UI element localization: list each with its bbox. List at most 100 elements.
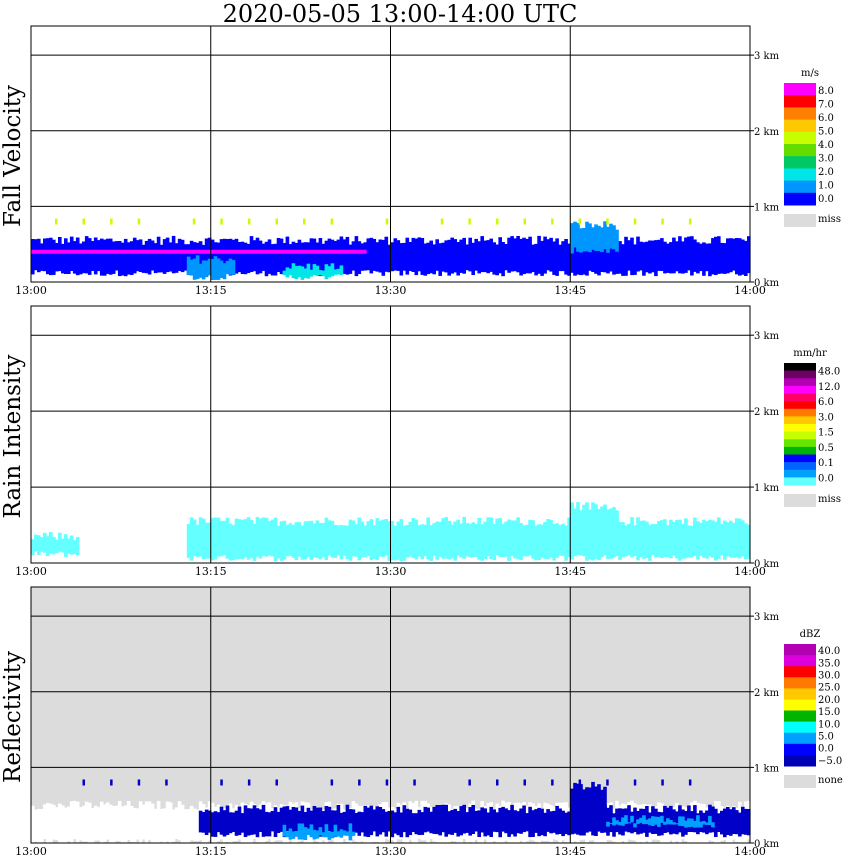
colorbar-swatch xyxy=(784,408,816,417)
time-tick-label: 13:45 xyxy=(554,565,586,578)
data-cell xyxy=(663,241,667,274)
time-tick-label: 13:45 xyxy=(554,284,586,297)
data-cell xyxy=(52,239,56,275)
data-cell xyxy=(639,520,643,558)
data-cell xyxy=(456,519,460,556)
data-cell xyxy=(516,236,520,273)
time-tick-label: 13:15 xyxy=(195,565,227,578)
data-cell xyxy=(249,808,254,835)
data-cell xyxy=(582,789,586,819)
data-cell xyxy=(630,237,634,276)
height-tick-label: 1 km xyxy=(754,483,780,494)
data-cell xyxy=(192,519,197,556)
colorbar-swatch xyxy=(784,644,816,656)
data-cell xyxy=(303,827,308,840)
colorbar-label: 1.0 xyxy=(818,181,834,192)
data-cell xyxy=(93,237,98,275)
data-cell xyxy=(144,240,149,274)
data-cell xyxy=(282,243,287,274)
data-cell xyxy=(225,260,230,275)
data-cell xyxy=(690,525,694,558)
data-cell xyxy=(612,817,616,826)
data-cell xyxy=(573,238,577,276)
time-tick-label: 13:00 xyxy=(15,845,47,858)
data-cell xyxy=(453,239,457,273)
data-cell xyxy=(243,519,248,558)
data-cell xyxy=(549,237,553,272)
data-cell xyxy=(594,504,598,532)
colorbar-unit: mm/hr xyxy=(793,348,827,359)
colorbar-label: 40.0 xyxy=(818,646,840,657)
data-cell xyxy=(462,804,466,834)
data-cell xyxy=(513,810,517,837)
data-cell xyxy=(363,806,368,837)
data-cell xyxy=(441,804,445,833)
data-cell xyxy=(393,525,398,561)
data-cell xyxy=(216,517,221,557)
data-cell xyxy=(624,525,628,557)
colorbar-label: 5.0 xyxy=(818,126,834,137)
data-cell xyxy=(336,239,341,275)
data-cell xyxy=(444,240,448,273)
data-cell xyxy=(408,809,413,836)
data-cell xyxy=(273,807,278,837)
data-cell xyxy=(31,239,35,275)
data-cell xyxy=(318,807,323,837)
data-cell xyxy=(723,808,727,838)
data-cell xyxy=(342,239,347,274)
data-cell xyxy=(699,821,703,828)
data-cell xyxy=(385,779,389,786)
data-cell xyxy=(234,518,239,560)
data-cell xyxy=(264,517,269,557)
colorbar-swatch xyxy=(784,180,816,194)
data-cell xyxy=(366,238,371,271)
data-cell xyxy=(591,244,595,272)
data-cell xyxy=(576,783,580,820)
data-cell xyxy=(696,242,700,274)
height-tick-label: 0 km xyxy=(754,559,780,570)
data-cell xyxy=(252,523,257,561)
data-cell xyxy=(162,239,167,274)
data-cell xyxy=(282,270,287,276)
data-cell xyxy=(198,810,203,833)
data-cell xyxy=(732,238,736,271)
data-cell xyxy=(405,525,410,558)
data-cell xyxy=(615,517,619,557)
data-cell xyxy=(246,517,251,560)
data-cell xyxy=(327,520,332,556)
colorbar-unit: m/s xyxy=(801,68,819,79)
data-cell xyxy=(549,811,553,834)
data-cell xyxy=(603,221,607,250)
data-cell xyxy=(387,811,392,832)
data-cell xyxy=(588,509,592,532)
data-cell xyxy=(210,259,215,280)
data-cell xyxy=(72,800,77,840)
data-feature-band xyxy=(31,235,751,277)
data-cell xyxy=(318,827,323,836)
data-cell xyxy=(648,240,652,274)
data-cell xyxy=(693,239,697,272)
data-cell xyxy=(636,819,640,824)
data-cell xyxy=(198,241,203,274)
data-cell xyxy=(52,804,56,840)
data-cell xyxy=(309,238,314,273)
data-cell xyxy=(285,831,290,838)
data-cell xyxy=(84,801,89,842)
data-cell xyxy=(192,242,197,271)
data-cell xyxy=(336,831,341,837)
colorbar-missing-swatch xyxy=(784,494,816,507)
data-cell xyxy=(321,832,326,838)
colorbar-swatch xyxy=(784,655,816,667)
data-cell xyxy=(585,518,589,561)
colorbar-swatch xyxy=(784,95,816,108)
data-cell xyxy=(681,523,685,559)
data-cell xyxy=(186,523,191,558)
data-cell xyxy=(306,521,311,557)
data-cell xyxy=(267,521,272,556)
colorbar-label: 30.0 xyxy=(818,671,840,682)
data-cell xyxy=(264,811,269,837)
data-cell xyxy=(603,519,607,556)
data-cell xyxy=(138,239,143,272)
data-cell xyxy=(651,523,655,556)
data-cell xyxy=(483,521,487,560)
